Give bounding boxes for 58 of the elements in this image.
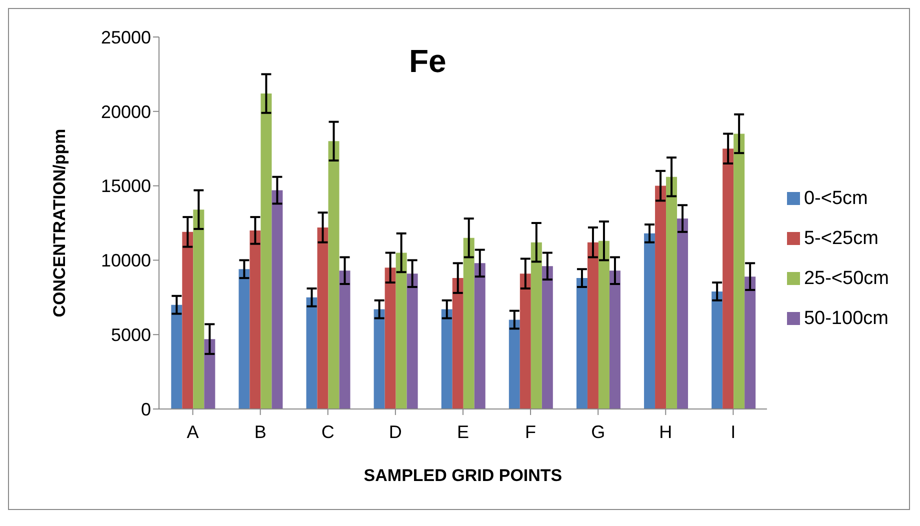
legend-label: 5-<25cm — [804, 228, 878, 249]
bar — [260, 94, 272, 409]
y-tick-label: 20000 — [100, 102, 151, 122]
bar — [744, 276, 756, 409]
bar — [644, 233, 656, 409]
bar — [542, 266, 553, 409]
bar — [712, 291, 723, 409]
x-tick-label: H — [659, 422, 672, 442]
y-tick-label: 10000 — [100, 250, 151, 271]
bar — [328, 141, 340, 409]
bar — [734, 134, 745, 409]
bar — [193, 210, 204, 409]
bar — [463, 238, 474, 409]
x-tick-label: C — [321, 422, 334, 442]
bar — [396, 252, 407, 409]
legend-label: 0-<5cm — [804, 188, 868, 209]
x-tick-label: I — [730, 422, 736, 442]
bar — [530, 242, 542, 409]
bar — [238, 269, 250, 409]
bar — [339, 270, 350, 409]
x-tick-label: G — [591, 422, 606, 442]
x-tick-label: F — [525, 422, 536, 442]
chart-title: Fe — [409, 43, 446, 80]
bar — [182, 232, 194, 409]
bar — [374, 309, 385, 409]
x-tick-label: D — [388, 422, 402, 442]
bar — [598, 240, 610, 409]
bar — [722, 148, 734, 409]
legend-label: 50-100cm — [804, 308, 888, 329]
bar — [452, 278, 464, 409]
bar — [317, 227, 328, 409]
bar — [520, 274, 531, 409]
y-tick-label: 0 — [140, 399, 151, 420]
y-axis-title: CONCENTRATION/ppm — [50, 128, 70, 318]
bar — [306, 297, 318, 409]
bar — [384, 268, 396, 409]
bar — [666, 176, 678, 409]
bar — [272, 190, 283, 409]
y-tick-label: 15000 — [100, 176, 151, 196]
x-tick-label: A — [186, 422, 199, 442]
legend-label: 25-<50cm — [804, 268, 889, 289]
bar — [441, 309, 452, 409]
bar — [171, 304, 182, 409]
x-tick-label: E — [456, 422, 469, 442]
bar — [609, 270, 620, 409]
bar — [508, 320, 520, 409]
bar — [655, 186, 666, 409]
y-tick-label: 25000 — [100, 27, 151, 48]
bar — [587, 242, 598, 409]
bar — [576, 278, 588, 409]
bar — [677, 218, 688, 409]
x-axis-title: SAMPLED GRID POINTS — [364, 466, 562, 485]
y-tick-label: 5000 — [110, 324, 151, 345]
bar — [204, 339, 216, 409]
x-tick-label: B — [254, 422, 266, 442]
bar — [474, 263, 486, 409]
bar — [406, 274, 418, 409]
bar — [250, 230, 261, 409]
